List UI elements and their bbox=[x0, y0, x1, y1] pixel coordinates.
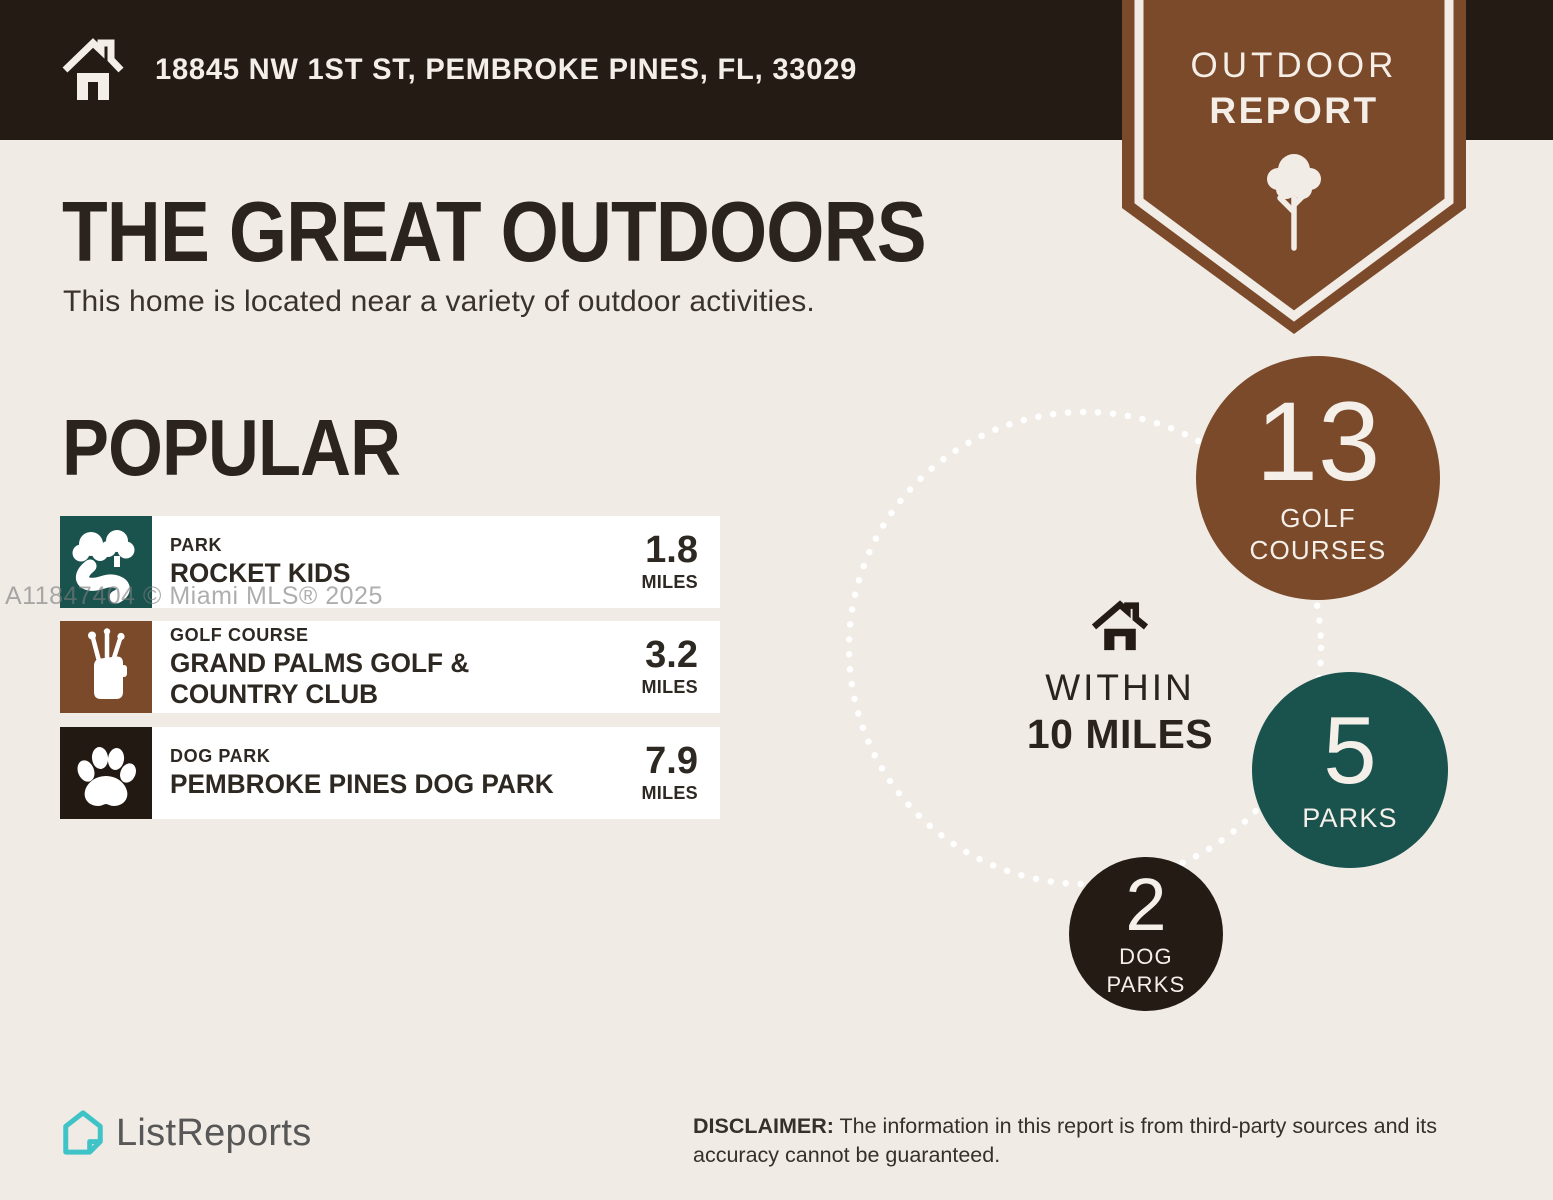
popular-heading: POPULAR bbox=[62, 403, 401, 492]
page-title: THE GREAT OUTDOORS bbox=[62, 185, 927, 280]
dotted-radius-ring bbox=[845, 408, 1325, 888]
distance-unit: MILES bbox=[641, 783, 698, 803]
disclaimer-text: The information in this report is from t… bbox=[693, 1114, 1437, 1167]
stat-parks: 5 PARKS bbox=[1252, 672, 1448, 868]
list-item-park: PARK ROCKET KIDS 1.8 MILES bbox=[60, 516, 720, 608]
stat-label: PARKS bbox=[1302, 802, 1398, 833]
paw-icon bbox=[60, 727, 152, 819]
item-info: PARK ROCKET KIDS bbox=[152, 516, 572, 608]
disclaimer: DISCLAIMER: The information in this repo… bbox=[693, 1112, 1493, 1169]
mls-watermark: A11847404 © Miami MLS® 2025 bbox=[5, 582, 383, 610]
outdoor-report-badge: OUTDOOR REPORT bbox=[1122, 0, 1466, 340]
list-item-dog-park: DOG PARK PEMBROKE PINES DOG PARK 7.9 MIL… bbox=[60, 727, 720, 819]
distance-unit: MILES bbox=[641, 572, 698, 592]
item-distance: 1.8 MILES bbox=[572, 516, 720, 608]
item-distance: 7.9 MILES bbox=[572, 727, 720, 819]
page-subtitle: This home is located near a variety of o… bbox=[63, 285, 815, 318]
stat-label: GOLF COURSES bbox=[1249, 502, 1387, 566]
home-icon bbox=[62, 34, 124, 109]
ribbon-line2: REPORT bbox=[1209, 90, 1379, 131]
disclaimer-label: DISCLAIMER: bbox=[693, 1114, 834, 1138]
stat-value: 2 bbox=[1125, 862, 1167, 946]
distance-value: 3.2 bbox=[645, 634, 698, 676]
golf-bag-icon bbox=[60, 621, 152, 713]
item-category: GOLF COURSE bbox=[170, 625, 309, 646]
item-name: ROCKET KIDS bbox=[170, 558, 351, 589]
item-name: GRAND PALMS GOLF & COUNTRY CLUB bbox=[170, 648, 470, 709]
property-address: 18845 NW 1ST ST, PEMBROKE PINES, FL, 330… bbox=[155, 53, 858, 86]
distance-unit: MILES bbox=[641, 677, 698, 697]
stat-label: DOG PARKS bbox=[1106, 944, 1186, 997]
stat-golf-courses: 13 GOLF COURSES bbox=[1196, 356, 1440, 600]
distance-value: 1.8 bbox=[645, 529, 698, 571]
stat-dog-parks: 2 DOG PARKS bbox=[1069, 857, 1223, 1011]
stat-value: 5 bbox=[1323, 696, 1377, 804]
radius-line2: 10 MILES bbox=[1026, 711, 1214, 757]
park-trees-path-icon bbox=[60, 516, 152, 608]
item-distance: 3.2 MILES bbox=[572, 621, 720, 713]
distance-value: 7.9 bbox=[645, 740, 698, 782]
item-name: PEMBROKE PINES DOG PARK bbox=[170, 769, 554, 800]
ribbon-line1: OUTDOOR bbox=[1190, 46, 1398, 85]
stat-value: 13 bbox=[1255, 379, 1381, 505]
item-category: PARK bbox=[170, 535, 223, 556]
listreports-logo bbox=[60, 1108, 106, 1158]
radius-label: WITHIN 10 MILES bbox=[1018, 600, 1222, 758]
item-info: DOG PARK PEMBROKE PINES DOG PARK bbox=[152, 727, 572, 819]
brand-name: ListReports bbox=[116, 1112, 312, 1154]
item-category: DOG PARK bbox=[170, 746, 271, 767]
home-icon bbox=[1091, 600, 1149, 651]
item-info: GOLF COURSE GRAND PALMS GOLF & COUNTRY C… bbox=[152, 621, 572, 713]
listreports-house-page-icon bbox=[63, 1110, 103, 1155]
radius-line1: WITHIN bbox=[1045, 667, 1195, 708]
list-item-golf-course: GOLF COURSE GRAND PALMS GOLF & COUNTRY C… bbox=[60, 621, 720, 713]
